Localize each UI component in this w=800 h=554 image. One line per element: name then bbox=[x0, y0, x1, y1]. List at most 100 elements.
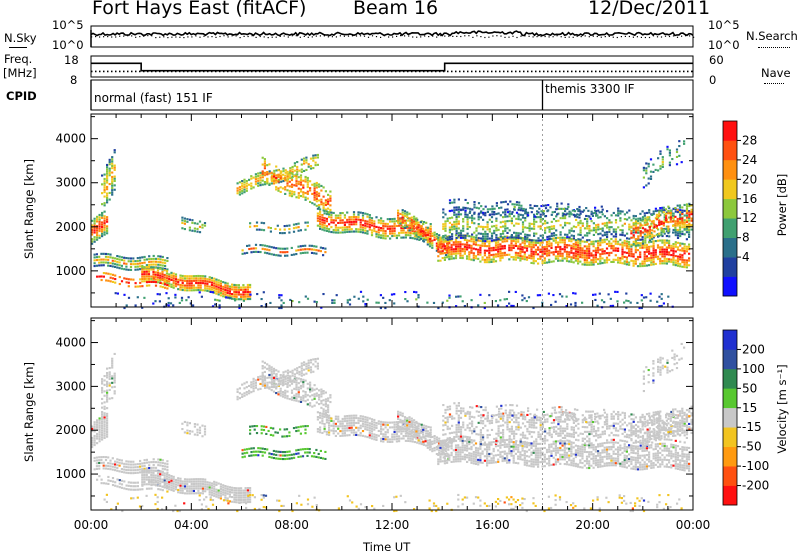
power-panel-cell bbox=[462, 236, 465, 239]
power-panel-cell bbox=[204, 287, 207, 290]
power-panel-cell bbox=[544, 231, 547, 234]
power-panel-cell bbox=[570, 258, 573, 261]
power-panel-cell bbox=[634, 248, 637, 251]
power-panel-cell bbox=[320, 306, 323, 309]
power-panel-cell bbox=[521, 239, 524, 242]
power-panel-cell bbox=[468, 235, 471, 238]
velocity-panel-cell bbox=[106, 391, 109, 394]
velocity-panel-cell bbox=[111, 357, 114, 360]
power-panel-cell bbox=[661, 262, 664, 265]
power-panel-cell bbox=[579, 222, 582, 225]
power-panel-cell bbox=[546, 226, 549, 229]
power-panel-cell bbox=[453, 201, 456, 204]
velocity-panel-cell bbox=[154, 461, 158, 464]
power-panel-cell bbox=[143, 270, 146, 273]
power-panel-cell bbox=[659, 209, 662, 212]
power-panel-cell bbox=[219, 289, 222, 292]
power-panel-cell bbox=[525, 238, 529, 241]
power-panel-cell bbox=[116, 263, 119, 266]
power-panel-cell bbox=[147, 270, 151, 273]
power-panel-cell bbox=[325, 217, 328, 220]
velocity-panel-cell bbox=[103, 405, 106, 408]
power-panel-cell bbox=[486, 221, 489, 224]
power-panel-cell bbox=[156, 278, 160, 281]
power-panel-cell bbox=[517, 222, 520, 225]
power-panel-cell bbox=[257, 182, 260, 185]
velocity-panel-cell bbox=[199, 478, 202, 481]
power-panel-cell bbox=[413, 223, 416, 226]
power-panel-cell bbox=[524, 219, 527, 222]
noise-search-point bbox=[135, 36, 137, 38]
power-panel-cell bbox=[588, 225, 591, 228]
power-panel-cell bbox=[653, 234, 656, 237]
velocity-panel-cell bbox=[313, 455, 316, 458]
power-panel-cell bbox=[651, 213, 654, 216]
power-panel-cell bbox=[552, 232, 556, 235]
power-panel-cell bbox=[292, 230, 296, 233]
power-panel-cell bbox=[685, 261, 688, 264]
power-panel-cell bbox=[380, 217, 383, 220]
velocity-panel-cell bbox=[116, 458, 119, 461]
power-panel-cell bbox=[343, 216, 346, 219]
power-panel-cell bbox=[557, 241, 560, 244]
power-panel-cell bbox=[272, 177, 276, 180]
velocity-panel-cell bbox=[136, 488, 139, 491]
power-panel-cell bbox=[647, 182, 650, 185]
power-panel-cell bbox=[250, 247, 253, 250]
power-panel-cell bbox=[145, 273, 148, 276]
noise-search-point bbox=[672, 35, 675, 37]
power-panel-cell bbox=[352, 211, 356, 214]
power-panel-cell bbox=[417, 233, 420, 236]
power-panel-cell bbox=[210, 276, 213, 279]
velocity-panel-cell bbox=[188, 430, 191, 433]
power-panel-cell bbox=[475, 234, 478, 237]
power-panel-cell bbox=[572, 261, 575, 264]
power-panel-cell bbox=[506, 240, 509, 243]
power-panel-cell bbox=[661, 239, 664, 242]
power-panel-cell bbox=[442, 223, 445, 226]
power-panel-cell bbox=[574, 252, 577, 255]
power-panel-cell bbox=[195, 277, 198, 280]
power-panel-cell bbox=[660, 209, 663, 212]
power-panel-cell bbox=[535, 216, 538, 219]
power-panel-cell bbox=[284, 186, 287, 189]
power-panel-cell bbox=[497, 236, 500, 239]
power-panel-cell bbox=[541, 241, 544, 244]
power-panel-cell bbox=[341, 231, 344, 234]
power-panel-cell bbox=[679, 220, 682, 223]
velocity-panel-cell bbox=[244, 487, 247, 490]
power-panel-cell bbox=[290, 179, 294, 182]
velocity-panel-cell bbox=[245, 393, 248, 396]
power-panel-cell bbox=[330, 221, 333, 224]
velocity-panel-cell bbox=[111, 366, 114, 369]
velocity-panel-cell bbox=[98, 422, 101, 425]
velocity-panel-cell bbox=[253, 425, 256, 428]
velocity-panel-cell bbox=[181, 489, 184, 492]
velocity-panel-cell bbox=[100, 478, 103, 481]
velocity-panel-cell bbox=[100, 482, 103, 485]
power-panel-cell bbox=[453, 211, 456, 214]
power-panel-cell bbox=[586, 225, 589, 228]
noise-search-point bbox=[311, 36, 313, 38]
power-panel-cell bbox=[104, 258, 108, 261]
power-panel-cell bbox=[579, 249, 582, 252]
power-panel-cell bbox=[488, 251, 491, 254]
power-panel-cell bbox=[644, 230, 647, 233]
power-panel-cell bbox=[676, 264, 680, 267]
power-panel-cell bbox=[422, 232, 425, 235]
power-panel-cell bbox=[433, 236, 436, 239]
power-panel-cell bbox=[528, 240, 531, 243]
noise-search-point bbox=[428, 36, 430, 38]
power-panel-cell bbox=[377, 226, 380, 229]
power-panel-cell bbox=[634, 258, 637, 261]
power-panel-cell bbox=[482, 235, 485, 238]
velocity-panel-cell bbox=[159, 473, 162, 476]
power-panel-cell bbox=[639, 230, 642, 233]
power-panel-cell bbox=[312, 159, 315, 162]
power-panel-cell bbox=[250, 182, 253, 185]
power-panel-cell bbox=[534, 248, 537, 251]
power-panel-cell bbox=[292, 227, 296, 230]
velocity-panel-cell bbox=[159, 458, 162, 461]
power-panel-cell bbox=[634, 229, 638, 232]
power-panel-cell bbox=[676, 209, 679, 212]
